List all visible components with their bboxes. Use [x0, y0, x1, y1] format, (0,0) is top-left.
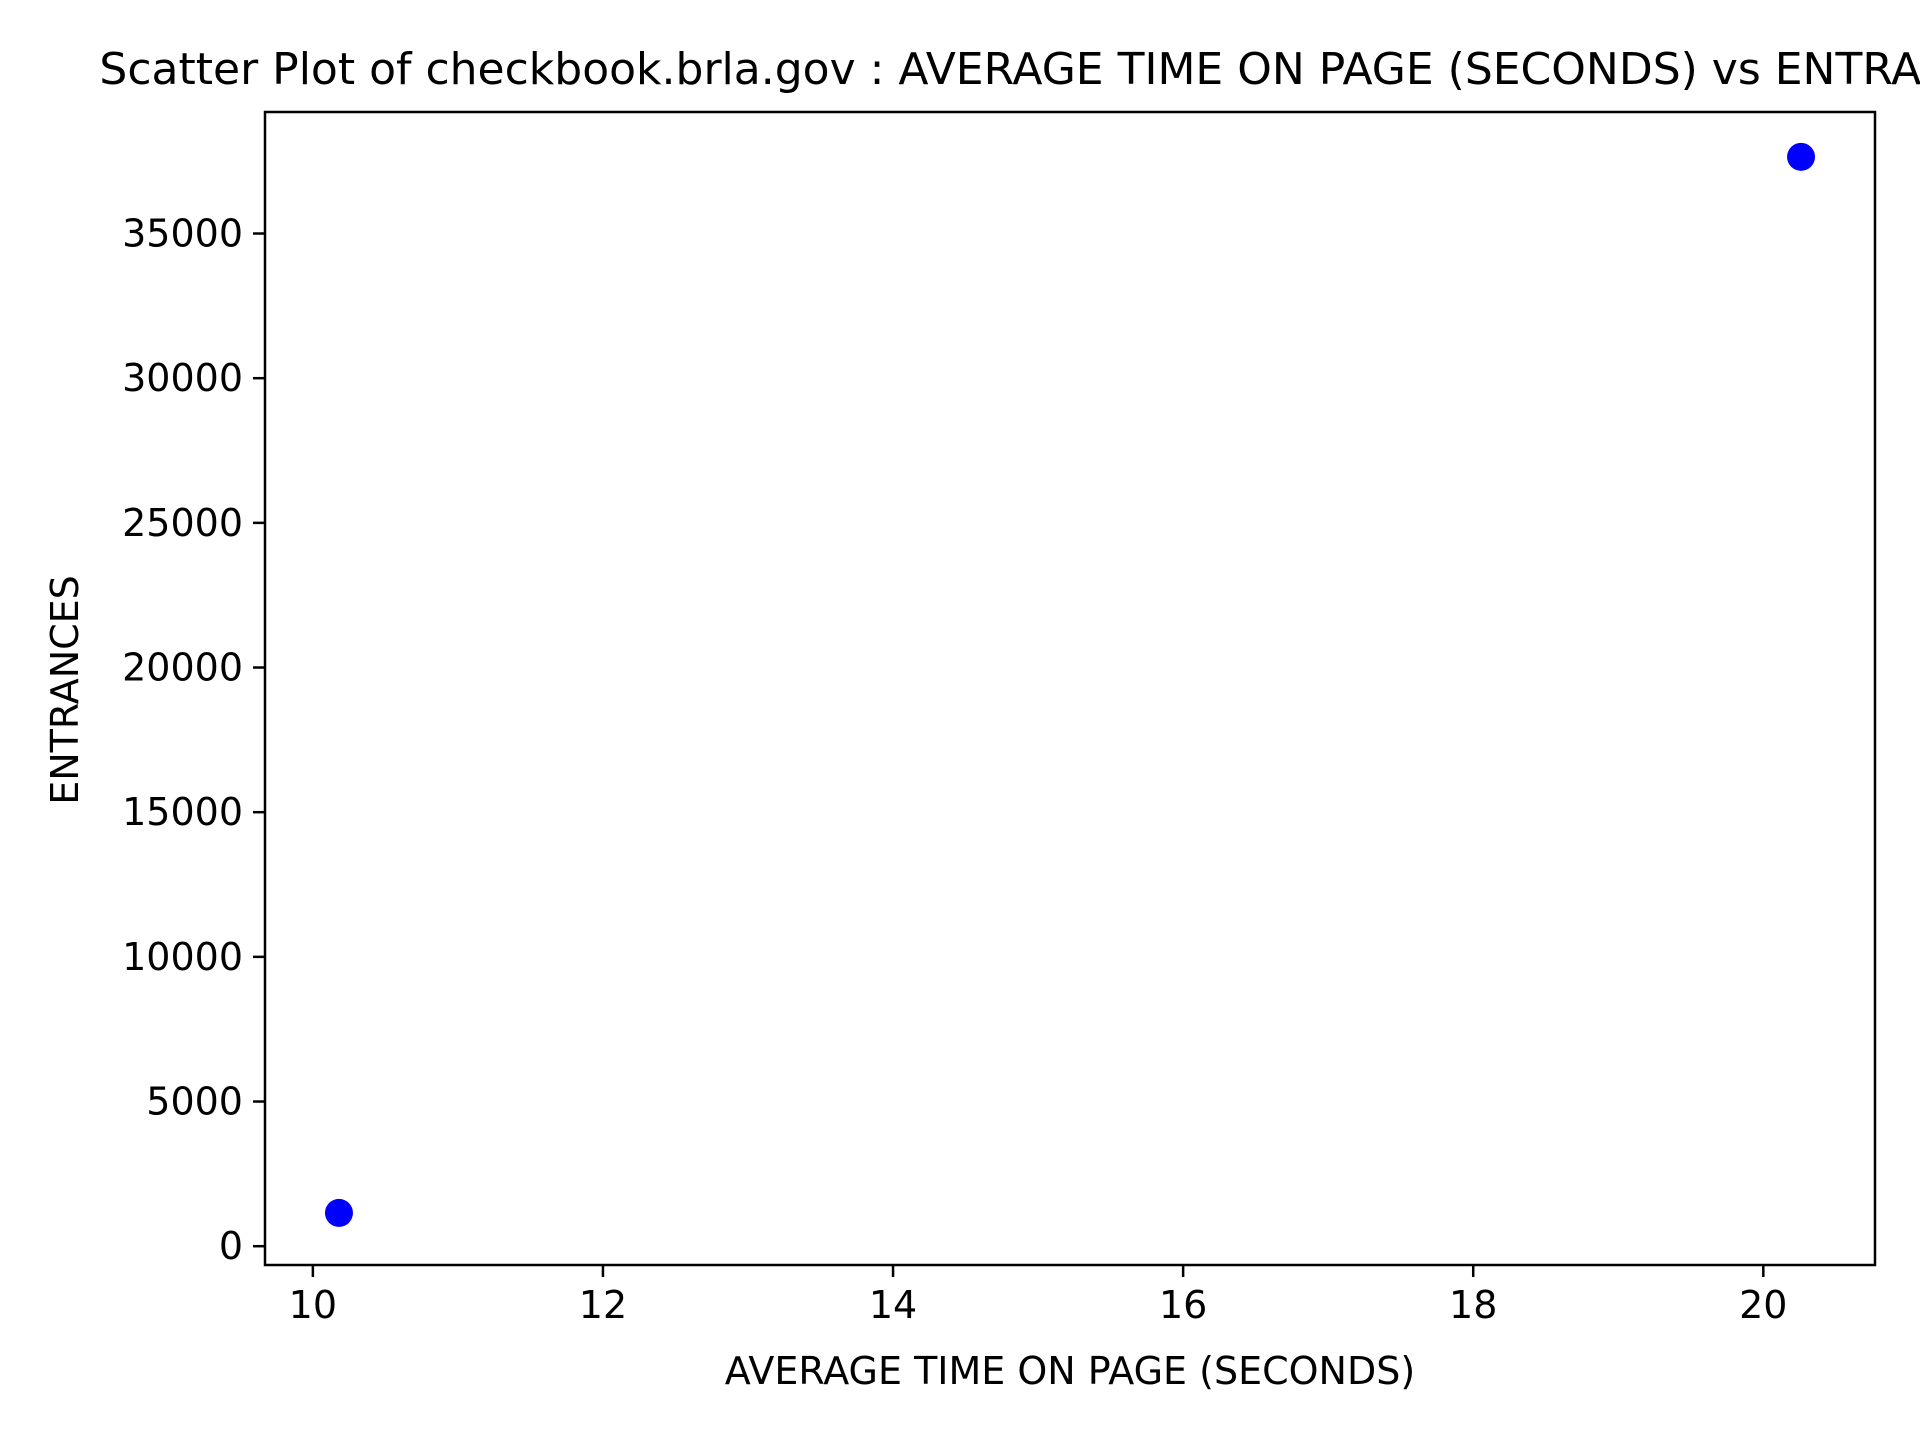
y-tick-label: 10000 — [122, 935, 243, 979]
y-tick-label: 35000 — [122, 212, 243, 256]
x-tick-label: 12 — [579, 1283, 627, 1327]
y-tick-label: 30000 — [122, 356, 243, 400]
x-axis-label: AVERAGE TIME ON PAGE (SECONDS) — [725, 1349, 1415, 1393]
x-tick-label: 20 — [1739, 1283, 1787, 1327]
y-tick-label: 15000 — [122, 790, 243, 834]
y-axis-label: ENTRANCES — [43, 575, 87, 805]
scatter-point — [324, 1198, 353, 1227]
y-tick-label: 0 — [219, 1224, 243, 1268]
chart-title: Scatter Plot of checkbook.brla.gov : AVE… — [99, 44, 1920, 95]
plot-frame — [263, 110, 1877, 1267]
points-layer — [324, 142, 1816, 1227]
scatter-point — [1787, 142, 1816, 171]
x-tick-label: 16 — [1159, 1283, 1207, 1327]
y-tick-label: 20000 — [122, 646, 243, 690]
x-tick-label: 14 — [869, 1283, 917, 1327]
tick-layer: 10 12 14 16 18 20 0 5000 10000 15000 20000 25000 300… — [122, 212, 1787, 1327]
y-tick-label: 5000 — [146, 1080, 243, 1124]
y-tick-label: 25000 — [122, 501, 243, 545]
x-tick-label: 18 — [1449, 1283, 1497, 1327]
x-tick-label: 10 — [289, 1283, 337, 1327]
